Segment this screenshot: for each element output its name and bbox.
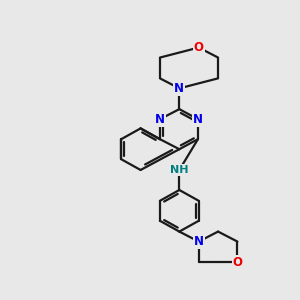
Text: O: O xyxy=(194,41,204,54)
Text: N: N xyxy=(194,235,204,248)
Text: N: N xyxy=(155,113,165,126)
Text: N: N xyxy=(193,113,203,126)
Text: NH: NH xyxy=(170,165,189,175)
Text: N: N xyxy=(174,82,184,95)
Text: O: O xyxy=(232,256,242,269)
